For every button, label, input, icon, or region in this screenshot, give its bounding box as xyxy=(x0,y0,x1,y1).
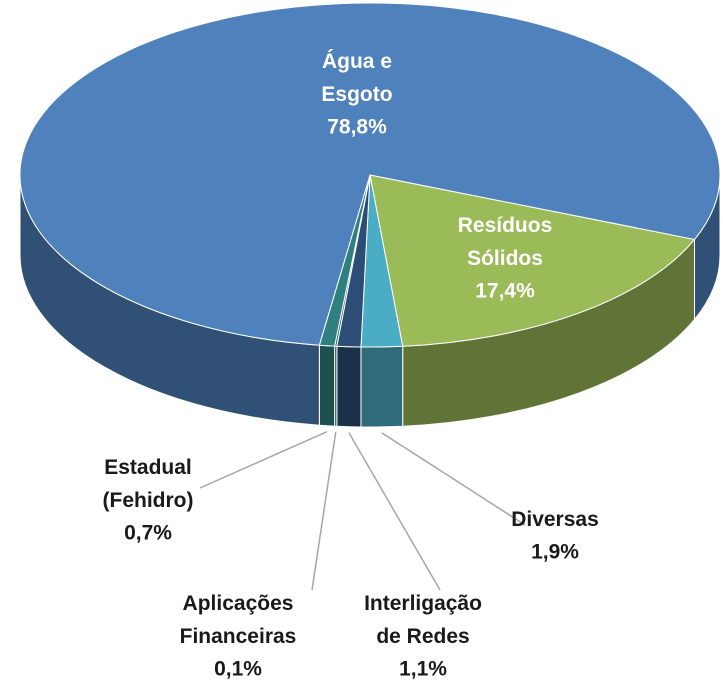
label-line: Água e xyxy=(322,50,392,73)
label-line: Resíduos xyxy=(458,214,553,237)
value-label: 1,9% xyxy=(531,541,579,564)
slice xyxy=(369,174,696,347)
label-line: Financeiras xyxy=(180,625,297,648)
value-label: 1,1% xyxy=(399,658,447,681)
value-label: 78,8% xyxy=(327,116,387,139)
label-line: Sólidos xyxy=(467,247,543,270)
category-label: Estadual (Fehidro) xyxy=(103,456,194,512)
label-line: Interligação xyxy=(364,592,482,615)
label-line: Diversas xyxy=(511,508,599,531)
value-label: 17,4% xyxy=(475,280,535,303)
label-line: de Redes xyxy=(376,625,469,648)
category-label: Diversas xyxy=(511,508,599,531)
label-line: Aplicações xyxy=(183,592,294,615)
label-line: Estadual xyxy=(104,456,192,479)
leader-line xyxy=(311,432,337,591)
slice-side xyxy=(360,345,404,428)
category-label: Resíduos Sólidos xyxy=(458,214,553,270)
slice-side xyxy=(318,344,336,427)
slice-side xyxy=(336,345,362,428)
category-label: Água e Esgoto xyxy=(321,50,392,106)
leader-line xyxy=(348,432,441,591)
value-label: 0,1% xyxy=(214,658,262,681)
leader-line xyxy=(199,431,328,489)
label-line: (Fehidro) xyxy=(103,489,194,512)
category-label: Interligação de Redes xyxy=(364,592,482,648)
value-label: 0,7% xyxy=(124,522,172,545)
slice xyxy=(19,2,721,346)
label-line: Esgoto xyxy=(321,83,392,106)
category-label: Aplicações Financeiras xyxy=(180,592,297,648)
leader-line xyxy=(381,432,526,526)
